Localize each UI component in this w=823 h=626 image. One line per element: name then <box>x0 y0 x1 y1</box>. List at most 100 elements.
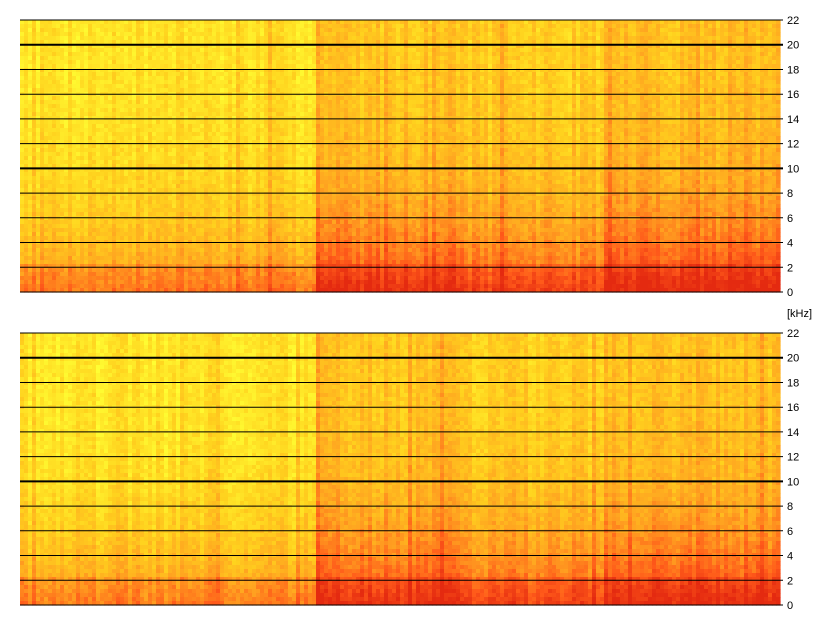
spectrogram-cell <box>40 264 45 269</box>
spectrogram-cell <box>168 244 173 249</box>
spectrogram-cell <box>116 84 121 89</box>
spectrogram-cell <box>292 200 297 205</box>
spectrogram-cell <box>148 68 153 73</box>
spectrogram-cell <box>180 136 185 141</box>
spectrogram-cell <box>60 88 65 93</box>
spectrogram-cell <box>296 220 301 225</box>
spectrogram-cell <box>152 200 157 205</box>
spectrogram-cell <box>136 196 141 201</box>
spectrogram-cell <box>236 56 241 61</box>
spectrogram-cell <box>108 20 113 25</box>
spectrogram-cell <box>240 72 245 77</box>
spectrogram-cell <box>148 84 153 89</box>
spectrogram-cell <box>248 88 253 93</box>
spectrogram-cell <box>216 60 221 65</box>
spectrogram-cell <box>272 48 277 53</box>
spectrogram-cell <box>68 244 73 249</box>
spectrogram-cell <box>84 280 89 285</box>
spectrogram-cell <box>244 256 249 261</box>
spectrogram-cell <box>196 184 201 189</box>
spectrogram-cell <box>268 272 273 277</box>
spectrogram-cell <box>52 260 57 265</box>
spectrogram-cell <box>72 80 77 85</box>
spectrogram-cell <box>264 144 269 149</box>
spectrogram-cell <box>124 228 129 233</box>
spectrogram-cell <box>236 172 241 177</box>
spectrogram-cell <box>44 204 49 209</box>
spectrogram-cell <box>60 128 65 133</box>
spectrogram-cell <box>244 156 249 161</box>
spectrogram-cell <box>64 68 69 73</box>
spectrogram-cell <box>292 264 297 269</box>
spectrogram-cell <box>32 236 37 241</box>
spectrogram-cell <box>288 36 293 41</box>
spectrogram-cell <box>228 48 233 53</box>
spectrogram-cell <box>280 52 285 57</box>
spectrogram-cell <box>140 264 145 269</box>
spectrogram-cell <box>248 20 253 25</box>
spectrogram-cell <box>276 68 281 73</box>
spectrogram-cell <box>232 224 237 229</box>
spectrogram-cell <box>108 196 113 201</box>
spectrogram-cell <box>284 52 289 57</box>
spectrogram-cell <box>108 244 113 249</box>
spectrogram-cell <box>228 136 233 141</box>
spectrogram-cell <box>148 256 153 261</box>
spectrogram-cell <box>280 132 285 137</box>
spectrogram-cell <box>124 36 129 41</box>
spectrogram-cell <box>64 20 69 25</box>
spectrogram-cell <box>132 152 137 157</box>
spectrogram-cell <box>88 160 93 165</box>
spectrogram-cell <box>92 132 97 137</box>
spectrogram-cell <box>228 180 233 185</box>
spectrogram-cell <box>188 136 193 141</box>
spectrogram-cell <box>296 108 301 113</box>
spectrogram-cell <box>28 120 33 125</box>
spectrogram-cell <box>268 20 273 25</box>
spectrogram-cell <box>104 120 109 125</box>
spectrogram-cell <box>232 236 237 241</box>
spectrogram-cell <box>20 268 25 273</box>
spectrogram-cell <box>196 160 201 165</box>
spectrogram-cell <box>176 132 181 137</box>
spectrogram-cell <box>300 156 305 161</box>
spectrogram-cell <box>52 248 57 253</box>
spectrogram-cell <box>124 28 129 33</box>
spectrogram-cell <box>172 96 177 101</box>
spectrogram-cell <box>28 96 33 101</box>
spectrogram-cell <box>220 252 225 257</box>
spectrogram-cell <box>176 108 181 113</box>
spectrogram-cell <box>172 116 177 121</box>
spectrogram-cell <box>148 72 153 77</box>
spectrogram-cell <box>132 108 137 113</box>
spectrogram-cell <box>124 128 129 133</box>
spectrogram-cell <box>268 172 273 177</box>
spectrogram-cell <box>56 220 61 225</box>
spectrogram-cell <box>72 132 77 137</box>
spectrogram-cell <box>220 136 225 141</box>
spectrogram-cell <box>140 284 145 289</box>
spectrogram-cell <box>288 284 293 289</box>
spectrogram-cell <box>84 268 89 273</box>
spectrogram-cell <box>136 280 141 285</box>
spectrogram-cell <box>288 108 293 113</box>
spectrogram-cell <box>224 264 229 269</box>
spectrogram-cell <box>92 116 97 121</box>
spectrogram-cell <box>240 272 245 277</box>
spectrogram-cell <box>68 104 73 109</box>
spectrogram-cell <box>164 56 169 61</box>
spectrogram-cell <box>308 176 313 181</box>
spectrogram-cell <box>192 68 197 73</box>
spectrogram-cell <box>212 252 217 257</box>
spectrogram-cell <box>176 180 181 185</box>
spectrogram-cell <box>272 200 277 205</box>
spectrogram-cell <box>204 84 209 89</box>
spectrogram-cell <box>292 224 297 229</box>
spectrogram-cell <box>100 136 105 141</box>
spectrogram-cell <box>280 232 285 237</box>
spectrogram-cell <box>144 272 149 277</box>
spectrogram-cell <box>132 244 137 249</box>
spectrogram-cell <box>256 224 261 229</box>
spectrogram-cell <box>124 24 129 29</box>
spectrogram-cell <box>216 264 221 269</box>
